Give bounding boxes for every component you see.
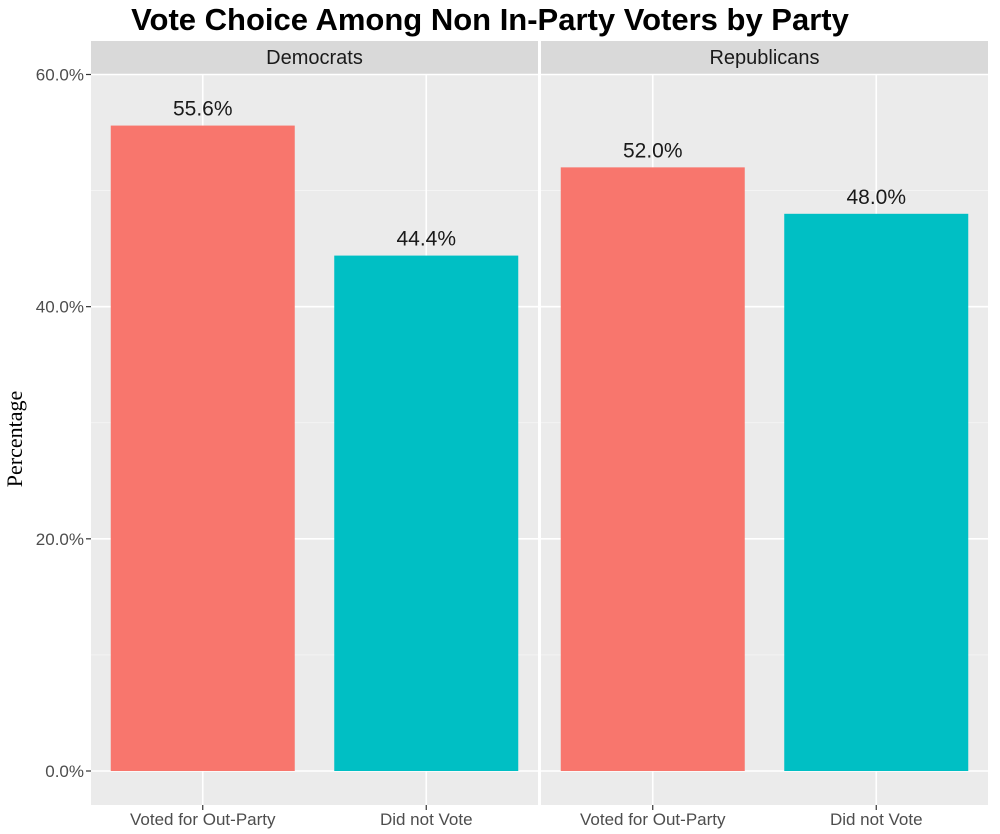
facet-strip — [91, 41, 538, 74]
y-tick-label: 40.0% — [36, 298, 84, 317]
bar — [784, 213, 969, 772]
y-axis-label: Percentage — [2, 391, 27, 488]
facet-panel-democrats: Democrats 55.6% Voted for Out-Party 44.4% Di… — [91, 41, 538, 829]
y-tick-label: 60.0% — [36, 66, 84, 85]
data-label: 48.0% — [846, 186, 906, 209]
bar — [334, 255, 519, 772]
y-tick-label: 0.0% — [45, 762, 84, 781]
x-tick-label: Voted for Out-Party — [130, 810, 276, 829]
y-tick-label: 20.0% — [36, 530, 84, 549]
facet-strip — [541, 41, 988, 74]
data-label: 52.0% — [623, 139, 683, 162]
facet-strip-label: Republicans — [709, 47, 819, 69]
x-tick-label: Did not Vote — [380, 810, 473, 829]
x-tick-label: Voted for Out-Party — [580, 810, 726, 829]
facet-panels: Democrats 55.6% Voted for Out-Party 44.4% Di… — [91, 41, 988, 829]
data-label: 55.6% — [173, 98, 233, 121]
facet-strip-label: Democrats — [266, 47, 363, 69]
bar — [110, 125, 295, 772]
bar — [560, 167, 745, 771]
facet-panel-republicans: Republicans 52.0% Voted for Out-Party 48.0%… — [541, 41, 988, 829]
data-label: 44.4% — [396, 228, 456, 251]
y-axis: 0.0% 20.0% 40.0% 60.0% — [36, 66, 91, 781]
chart-title: Vote Choice Among Non In-Party Voters by… — [131, 2, 849, 37]
x-tick-label: Did not Vote — [830, 810, 923, 829]
